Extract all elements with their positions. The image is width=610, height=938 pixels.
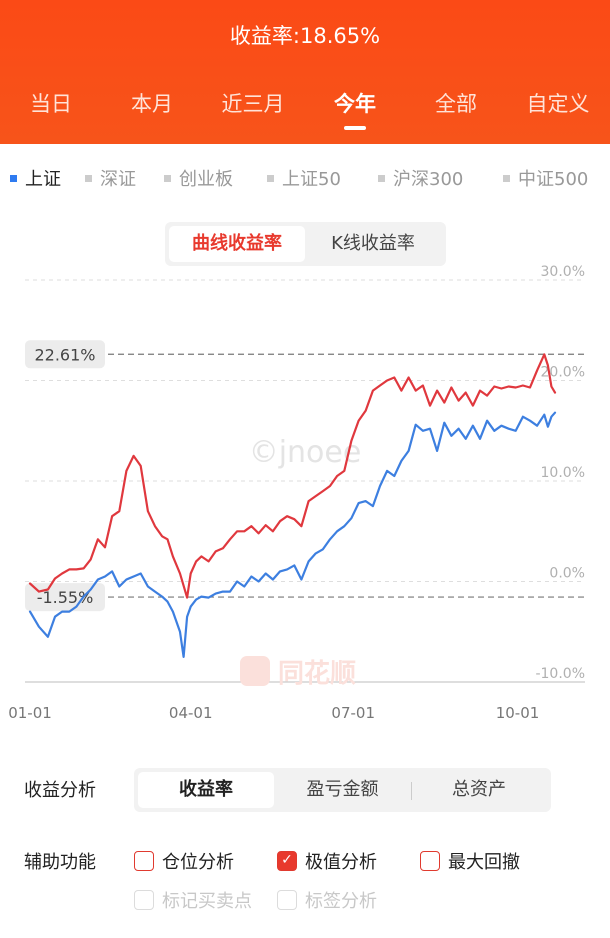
x-tick-label: 01-01 [8, 704, 52, 722]
tab-this-month[interactable]: 本月 [131, 92, 173, 116]
index-label: 深证 [100, 169, 136, 190]
analysis-toggle: 收益率 盈亏金额 总资产 [134, 768, 551, 812]
y-tick-label: 20.0% [541, 365, 585, 381]
analysis-label: 收益分析 [24, 780, 96, 801]
index-label: 沪深300 [393, 169, 464, 190]
tab-this-year[interactable]: 今年 [334, 92, 376, 116]
legend-dot-icon [10, 174, 17, 182]
tab-today[interactable]: 当日 [30, 92, 72, 116]
checkbox-icon [420, 851, 440, 871]
logo-text: 同花顺 [278, 659, 356, 689]
index-shanghai[interactable]: 上证 [10, 165, 61, 191]
index-label: 中证500 [518, 169, 589, 190]
x-tick-label: 07-01 [331, 704, 375, 722]
y-tick-label: 30.0% [541, 264, 585, 280]
checkbox-label: 极值分析 [305, 852, 377, 873]
analysis-option-profit-loss[interactable]: 盈亏金额 [306, 779, 379, 800]
return-chart[interactable]: 30.0% 20.0% 10.0% 0.0% -10.0% 01-01 04-01 07-01… [0, 262, 610, 732]
chart-mode-toggle: 曲线收益率 K线收益率 [165, 222, 446, 266]
y-tick-label: 10.0% [541, 465, 585, 481]
legend-dot-icon [164, 174, 171, 182]
legend-dot-icon [85, 174, 92, 182]
legend-dot-icon [267, 174, 274, 182]
divider [411, 782, 412, 800]
return-rate-title: 收益率:18.65% [229, 24, 381, 48]
index-shenzhen[interactable]: 深证 [85, 165, 136, 191]
index-label: 上证50 [282, 169, 341, 190]
active-tab-indicator [344, 126, 366, 130]
checkbox-label: 标记买卖点 [162, 891, 252, 912]
index-csi500[interactable]: 中证500 [503, 165, 588, 191]
index-sse50[interactable]: 上证50 [267, 165, 341, 191]
legend-dot-icon [503, 174, 510, 182]
x-tick-label: 04-01 [169, 704, 213, 722]
trade-points-checkbox[interactable]: 标记买卖点 [134, 887, 252, 913]
index-label: 上证 [25, 169, 61, 190]
tab-last-three-months[interactable]: 近三月 [221, 92, 285, 116]
series-line-blue [28, 411, 557, 658]
index-label: 创业板 [179, 169, 233, 190]
legend-dot-icon [378, 174, 385, 182]
index-selector: 上证 深证 创业板 上证50 沪深300 中证500 [0, 165, 610, 195]
checkmark-icon: ✓ [277, 851, 297, 871]
kline-return-option[interactable]: K线收益率 [331, 233, 415, 254]
checkbox-icon [134, 851, 154, 871]
max-value-badge [25, 340, 105, 369]
x-tick-label: 10-01 [496, 704, 540, 722]
checkbox-icon [134, 890, 154, 910]
checkbox-icon [277, 890, 297, 910]
header-bar: 收益率:18.65% 当日 本月 近三月 今年 全部 自定义 [0, 0, 610, 144]
watermark: ©jnoee [249, 435, 362, 470]
checkbox-label: 最大回撤 [448, 852, 520, 873]
max-drawdown-checkbox[interactable]: 最大回撤 [420, 848, 520, 874]
analysis-option-return-rate[interactable]: 收益率 [138, 772, 274, 808]
y-tick-label: 0.0% [549, 566, 585, 582]
tag-analysis-checkbox[interactable]: 标签分析 [277, 887, 377, 913]
period-tabs: 当日 本月 近三月 今年 全部 自定义 [0, 88, 610, 130]
tab-custom[interactable]: 自定义 [526, 92, 590, 116]
position-analysis-checkbox[interactable]: 仓位分析 [134, 848, 234, 874]
max-value-label: 22.61% [34, 345, 95, 364]
index-csi300[interactable]: 沪深300 [378, 165, 463, 191]
logo-icon [240, 656, 270, 686]
checkbox-label: 仓位分析 [162, 852, 234, 873]
analysis-option-total-assets[interactable]: 总资产 [452, 779, 506, 800]
tab-all[interactable]: 全部 [435, 92, 477, 116]
curve-return-option[interactable]: 曲线收益率 [169, 226, 305, 262]
index-chinext[interactable]: 创业板 [164, 165, 233, 191]
extreme-value-analysis-checkbox[interactable]: ✓ 极值分析 [277, 848, 377, 874]
checkbox-label: 标签分析 [305, 891, 377, 912]
aux-functions-label: 辅助功能 [24, 852, 96, 873]
y-tick-label: -10.0% [535, 666, 585, 682]
series-line-red [28, 353, 557, 599]
